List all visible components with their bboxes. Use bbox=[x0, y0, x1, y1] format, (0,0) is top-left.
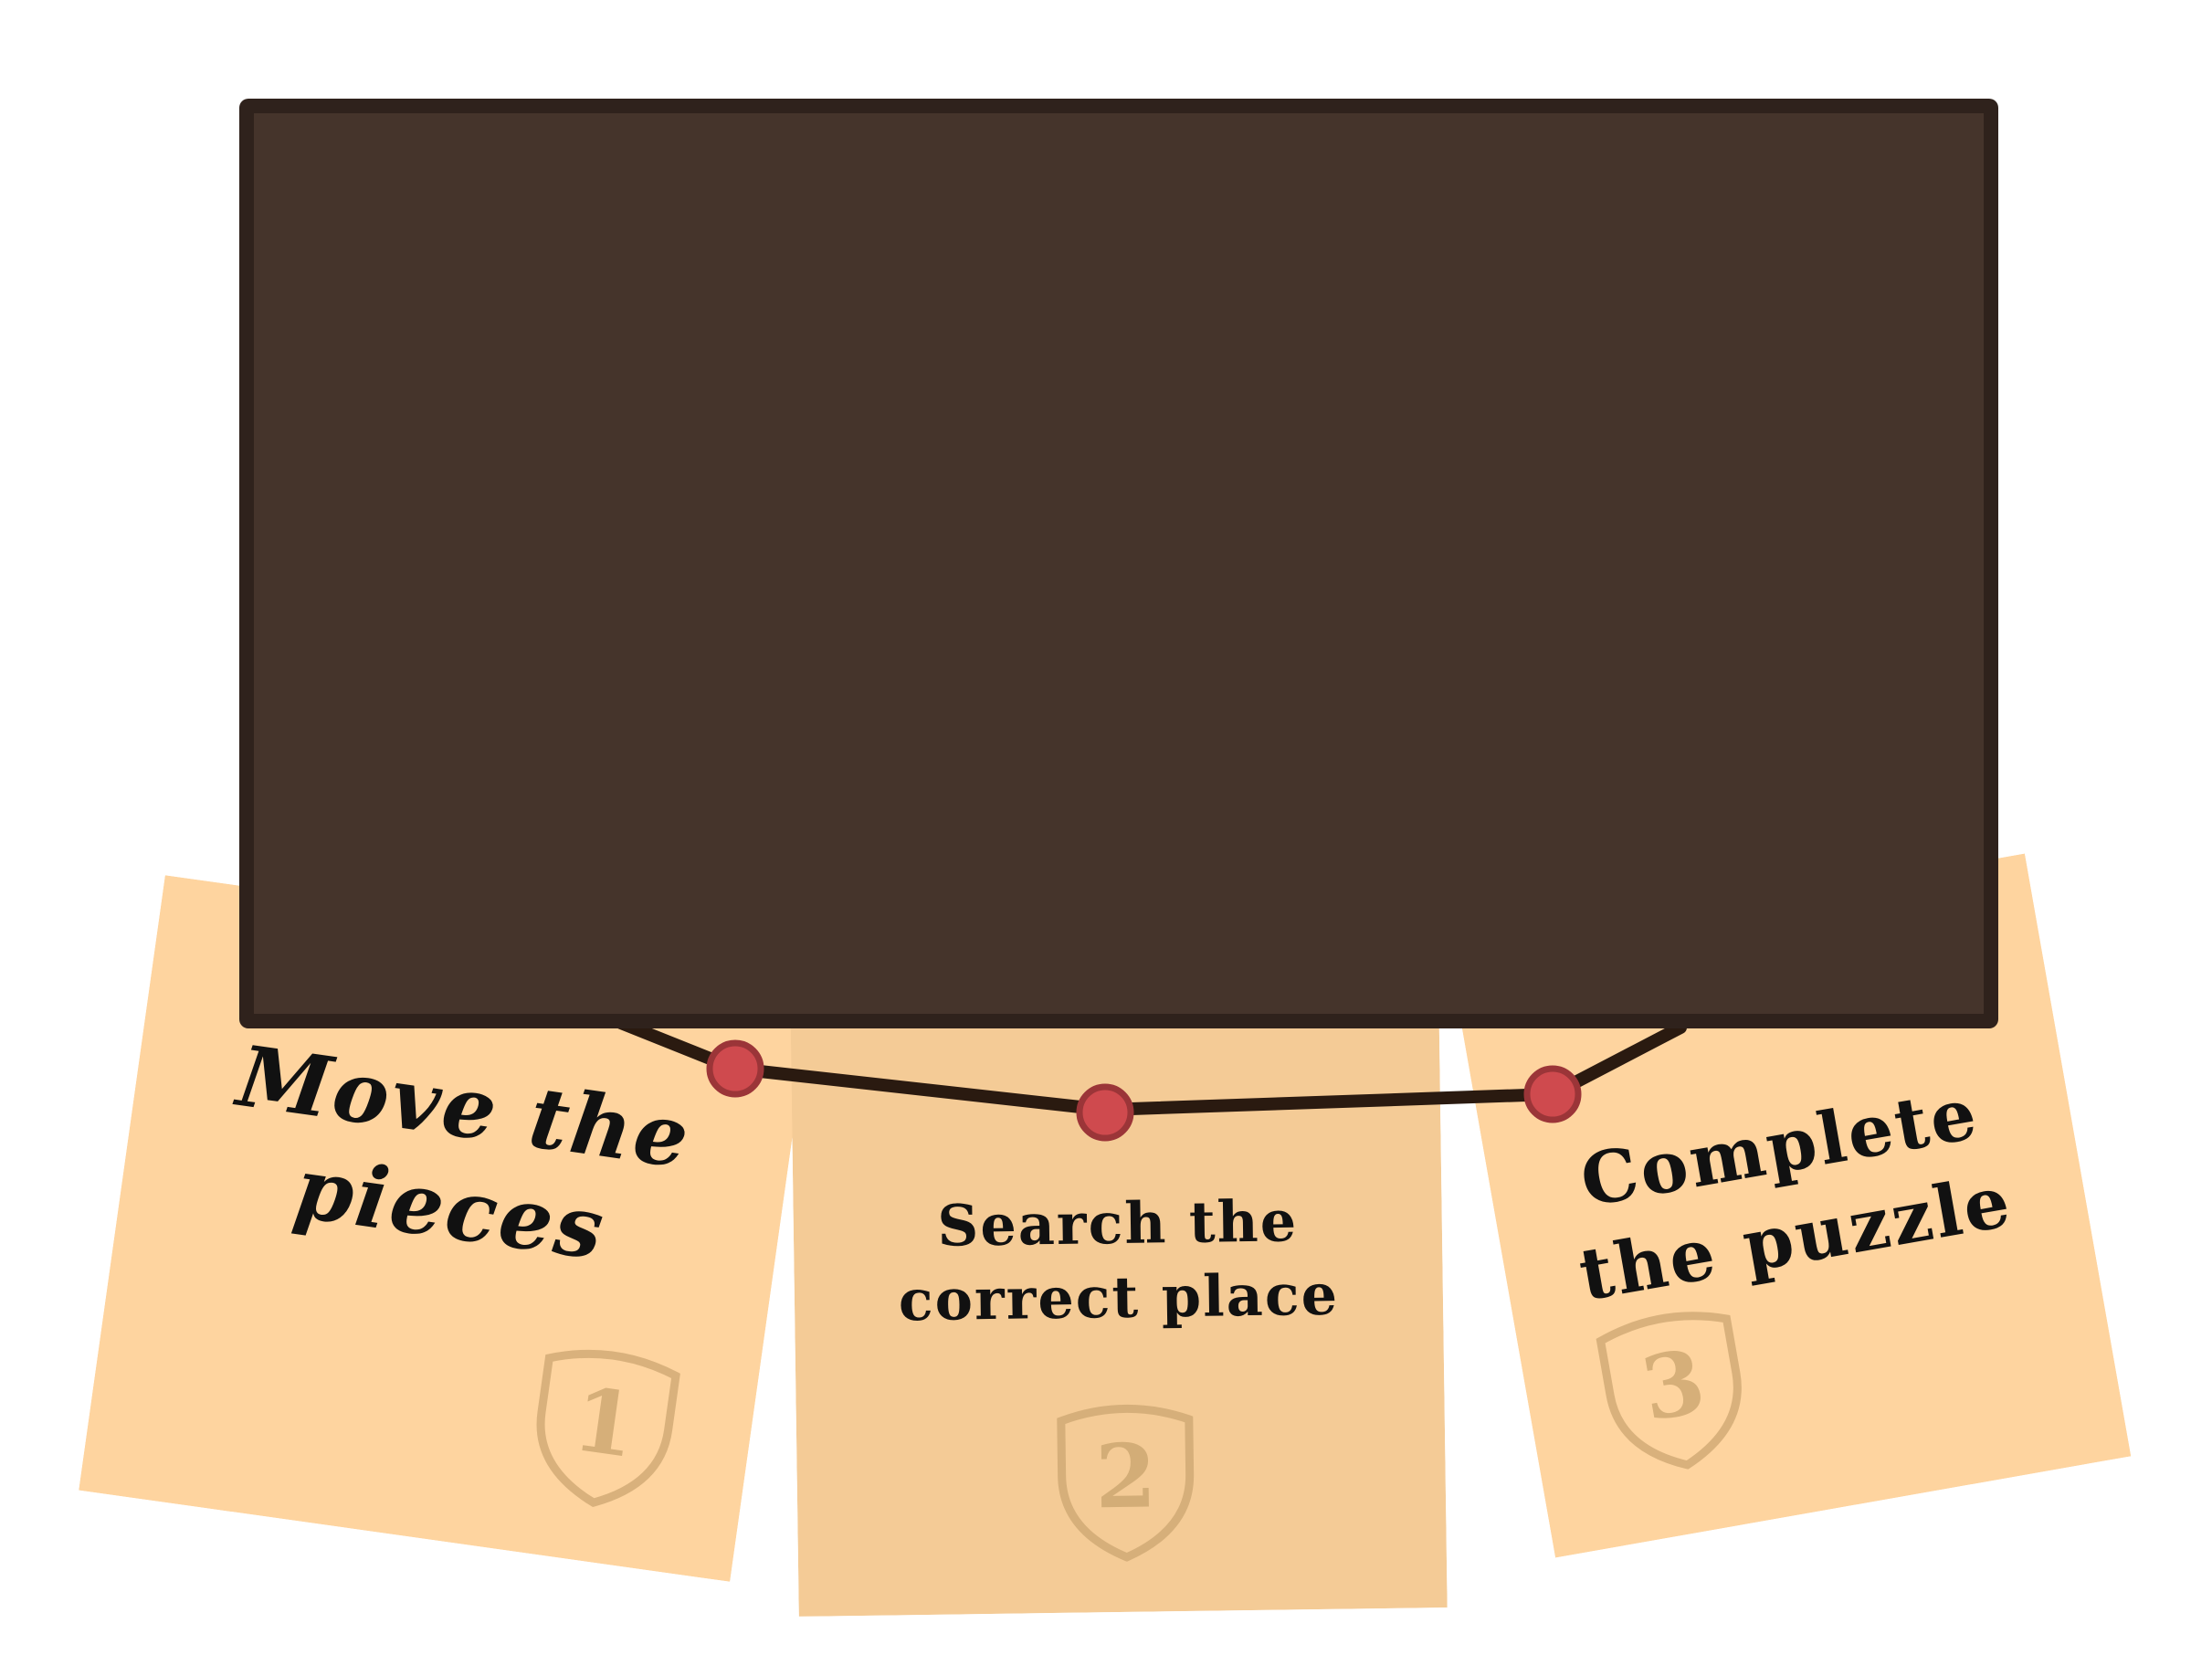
puzzle-board[interactable] bbox=[239, 99, 1998, 1028]
note-paper bbox=[79, 875, 816, 1582]
shield-icon: 2 bbox=[1051, 1397, 1199, 1563]
note-paper bbox=[1448, 853, 2132, 1558]
note-paper bbox=[790, 986, 1448, 1617]
pin-3 bbox=[1523, 1065, 1582, 1123]
pin-1 bbox=[706, 1039, 764, 1098]
shield-icon: 3 bbox=[1587, 1295, 1760, 1482]
step-note-2: Search the correct place 2 bbox=[790, 986, 1448, 1617]
step-note-1: Move the pieces 1 bbox=[79, 875, 816, 1582]
step-note-3: Complete the puzzle 3 bbox=[1448, 853, 2132, 1558]
shield-icon: 1 bbox=[521, 1334, 688, 1518]
pin-2 bbox=[1076, 1083, 1134, 1142]
